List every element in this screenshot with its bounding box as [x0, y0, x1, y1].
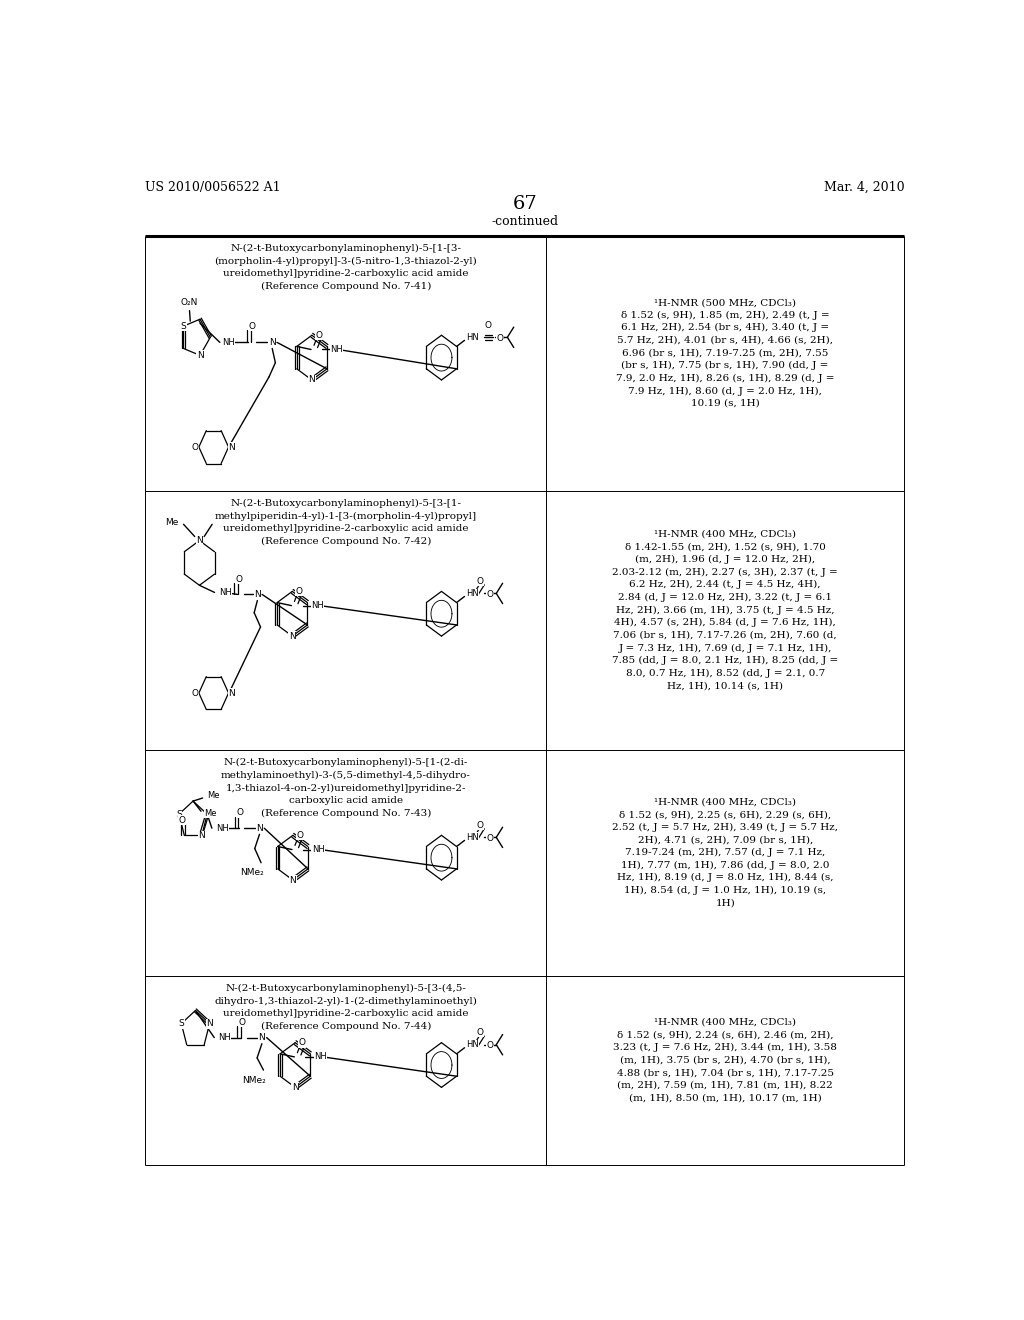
Text: N-(2-t-Butoxycarbonylaminophenyl)-5-[1-(2-di-
methylaminoethyl)-3-(5,5-dimethyl-: N-(2-t-Butoxycarbonylaminophenyl)-5-[1-(… — [221, 758, 471, 818]
Text: O: O — [239, 1018, 246, 1027]
Text: Me: Me — [166, 517, 179, 527]
Text: N: N — [197, 351, 204, 360]
Text: O: O — [296, 830, 303, 840]
Text: O: O — [486, 1041, 494, 1051]
Text: O: O — [484, 321, 492, 330]
Text: N: N — [199, 832, 205, 840]
Text: ¹H-NMR (400 MHz, CDCl₃)
δ 1.52 (s, 9H), 2.25 (s, 6H), 2.29 (s, 6H),
2.52 (t, J =: ¹H-NMR (400 MHz, CDCl₃) δ 1.52 (s, 9H), … — [612, 797, 839, 908]
Text: O: O — [296, 587, 303, 595]
Text: ¹H-NMR (400 MHz, CDCl₃)
δ 1.42-1.55 (m, 2H), 1.52 (s, 9H), 1.70
(m, 2H), 1.96 (d: ¹H-NMR (400 MHz, CDCl₃) δ 1.42-1.55 (m, … — [612, 529, 839, 690]
Text: N-(2-t-Butoxycarbonylaminophenyl)-5-[1-[3-
(morpholin-4-yl)propyl]-3-(5-nitro-1,: N-(2-t-Butoxycarbonylaminophenyl)-5-[1-[… — [214, 244, 477, 290]
Text: O: O — [237, 808, 243, 817]
Text: NH: NH — [216, 824, 228, 833]
Text: O: O — [299, 1038, 306, 1047]
Text: O: O — [191, 442, 199, 451]
Text: NMe₂: NMe₂ — [240, 869, 263, 878]
Text: O: O — [191, 689, 199, 697]
Text: N: N — [308, 375, 315, 384]
Text: NH: NH — [222, 338, 234, 347]
Text: NH: NH — [312, 845, 325, 854]
Text: ¹H-NMR (400 MHz, CDCl₃)
δ 1.52 (s, 9H), 2.24 (s, 6H), 2.46 (m, 2H),
3.23 (t, J =: ¹H-NMR (400 MHz, CDCl₃) δ 1.52 (s, 9H), … — [613, 1018, 838, 1102]
Text: N-(2-t-Butoxycarbonylaminophenyl)-5-[3-(4,5-
dihydro-1,3-thiazol-2-yl)-1-(2-dime: N-(2-t-Butoxycarbonylaminophenyl)-5-[3-(… — [214, 983, 477, 1031]
Text: NH: NH — [330, 345, 343, 354]
Text: O: O — [178, 816, 185, 825]
Text: NH: NH — [311, 601, 324, 610]
Text: N: N — [254, 590, 261, 599]
Text: O: O — [315, 331, 323, 339]
Text: O: O — [236, 574, 243, 583]
Text: O₂N: O₂N — [181, 298, 199, 308]
Text: N: N — [206, 1019, 213, 1028]
Text: HN: HN — [466, 833, 479, 842]
Text: US 2010/0056522 A1: US 2010/0056522 A1 — [145, 181, 281, 194]
Text: O: O — [477, 577, 484, 586]
Text: Me: Me — [204, 809, 217, 818]
Text: N: N — [228, 442, 236, 451]
Text: N: N — [258, 1034, 265, 1041]
Text: N: N — [292, 1082, 299, 1092]
Text: O: O — [477, 1028, 484, 1038]
Text: N: N — [196, 536, 203, 545]
Text: S: S — [178, 1019, 184, 1028]
Text: NH: NH — [314, 1052, 327, 1061]
Text: ¹H-NMR (500 MHz, CDCl₃)
δ 1.52 (s, 9H), 1.85 (m, 2H), 2.49 (t, J =
6.1 Hz, 2H), : ¹H-NMR (500 MHz, CDCl₃) δ 1.52 (s, 9H), … — [615, 298, 835, 408]
Text: NH: NH — [218, 1034, 231, 1041]
Text: O: O — [486, 834, 494, 843]
Text: HN: HN — [466, 1040, 479, 1049]
Text: HN: HN — [466, 589, 479, 598]
Text: O: O — [486, 590, 494, 599]
Text: HN: HN — [466, 333, 479, 342]
Text: S: S — [176, 809, 182, 818]
Text: N: N — [228, 689, 236, 697]
Text: O: O — [497, 334, 503, 343]
Text: N: N — [256, 824, 263, 833]
Text: NMe₂: NMe₂ — [242, 1076, 266, 1085]
Text: N-(2-t-Butoxycarbonylaminophenyl)-5-[3-[1-
methylpiperidin-4-yl)-1-[3-(morpholin: N-(2-t-Butoxycarbonylaminophenyl)-5-[3-[… — [215, 499, 477, 546]
Text: NH: NH — [219, 587, 232, 597]
Text: N: N — [289, 631, 296, 640]
Text: Mar. 4, 2010: Mar. 4, 2010 — [823, 181, 904, 194]
Text: O: O — [477, 821, 484, 830]
Text: N: N — [269, 338, 275, 347]
Text: N: N — [290, 875, 296, 884]
Text: -continued: -continued — [492, 215, 558, 228]
Text: O: O — [248, 322, 255, 330]
Text: S: S — [180, 322, 186, 330]
Text: 67: 67 — [512, 195, 538, 213]
Text: Me: Me — [207, 792, 220, 800]
